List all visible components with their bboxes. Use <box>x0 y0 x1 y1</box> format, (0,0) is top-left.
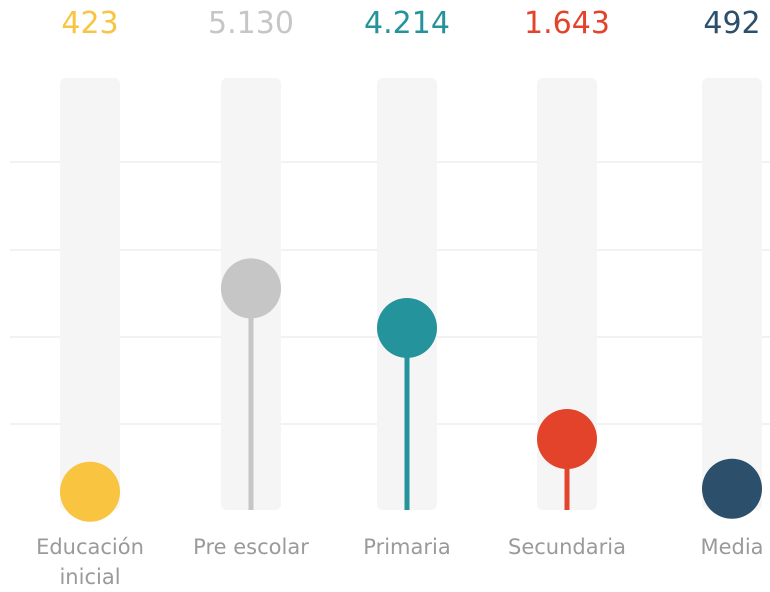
value-label: 5.130 <box>208 6 294 41</box>
category-label: Primaria <box>363 535 451 559</box>
dot <box>537 409 597 470</box>
value-label: 4.214 <box>364 6 450 41</box>
dot <box>377 297 437 358</box>
category-label: Educación inicial <box>36 535 144 589</box>
category-label: Media <box>700 535 764 559</box>
dot <box>702 458 762 519</box>
track <box>377 78 437 510</box>
value-label: 423 <box>61 6 119 41</box>
value-label: 1.643 <box>524 6 610 41</box>
track <box>60 78 120 510</box>
track <box>537 78 597 510</box>
track <box>702 78 762 510</box>
category-label: Pre escolar <box>193 535 309 559</box>
dot <box>60 461 120 522</box>
value-label: 492 <box>703 6 761 41</box>
dot <box>221 258 281 319</box>
category-label: Secundaria <box>508 535 626 559</box>
